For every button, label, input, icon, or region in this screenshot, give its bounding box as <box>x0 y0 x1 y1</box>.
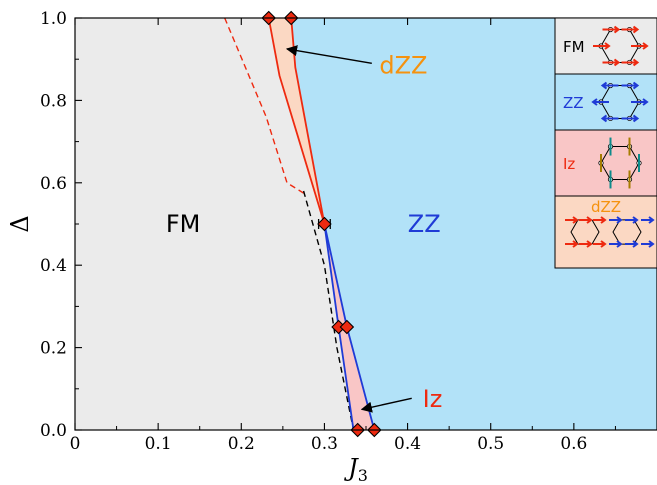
transition-point-4 <box>339 319 355 335</box>
spin-arrow-icon <box>602 25 621 34</box>
spin-arrow-icon <box>621 114 640 123</box>
annotation-arrow-dzz <box>285 45 372 65</box>
legend-entry-fm: FM <box>554 17 657 75</box>
phase-legend: FM ZZ Iz dZZ <box>554 17 657 269</box>
legend-entry-zz: ZZ <box>554 73 657 131</box>
region-label-zz: ZZ <box>408 210 441 238</box>
y-axis-title: Δ <box>6 215 34 232</box>
spin-arrow-icon <box>565 240 579 248</box>
x-axis-title-main: J <box>343 454 359 482</box>
region-dzz <box>268 18 325 224</box>
boundary-red-left <box>267 18 326 225</box>
axis-ticks: 0 0.1 0.2 0.3 0.4 0.5 0.6 0.0 0.2 0.4 0.6 0.8 1.0 <box>40 9 616 454</box>
x-tick-label: 0.3 <box>311 434 338 454</box>
spin-arrow-icon <box>621 58 640 67</box>
spin-arrow-icon <box>600 81 619 90</box>
spin-arrow-icon <box>579 240 593 248</box>
y-tick-label: 0.8 <box>40 91 67 111</box>
y-tick-label: 0.0 <box>40 421 67 441</box>
y-tick-label: 0.2 <box>40 339 67 359</box>
legend-label: ZZ <box>563 94 584 112</box>
spin-arrow-icon <box>621 25 640 34</box>
legend-box <box>554 195 657 269</box>
x-axis-title: J3 <box>343 454 368 485</box>
region-fm <box>75 18 354 430</box>
x-tick-label: 0.4 <box>394 434 421 454</box>
y-tick-label: 0.4 <box>40 256 67 276</box>
transition-point-2 <box>317 216 332 232</box>
boundary-red-right <box>290 18 326 225</box>
legend-label: FM <box>563 38 585 56</box>
legend-entry-dzz: dZZ <box>554 195 657 269</box>
spin-arrow-icon <box>600 114 619 123</box>
x-tick-label: 0.2 <box>228 434 255 454</box>
spin-arrow-icon <box>602 58 621 67</box>
spin-arrow-icon <box>609 240 623 248</box>
y-tick-label: 1.0 <box>40 9 67 29</box>
spin-arrow-icon <box>579 216 593 224</box>
region-label-fm: FM <box>166 210 201 238</box>
spin-arrow-icon <box>631 98 649 106</box>
legend-label: dZZ <box>591 198 621 216</box>
spin-arrow-icon <box>641 216 655 224</box>
legend-entry-iz: Iz <box>554 129 657 197</box>
phase-boundaries <box>224 18 376 430</box>
spin-arrow-icon <box>625 240 639 248</box>
spin-arrow-icon <box>591 98 609 106</box>
boundary-red-dashed <box>224 18 304 194</box>
legend-label: Iz <box>563 155 575 173</box>
spin-arrow-icon <box>593 216 607 224</box>
spin-arrow-icon <box>625 216 639 224</box>
annotation-iz: Iz <box>423 385 443 413</box>
y-tick-label: 0.6 <box>40 174 67 194</box>
spin-arrow-icon <box>621 81 640 90</box>
region-iz <box>324 224 375 430</box>
spin-arrow-icon <box>609 216 623 224</box>
x-tick-label: 0.5 <box>477 434 504 454</box>
spin-arrow-icon <box>593 42 611 50</box>
annotation-dzz: dZZ <box>379 51 427 79</box>
spin-arrow-icon <box>641 240 655 248</box>
annotation-arrow-iz <box>360 397 412 413</box>
x-tick-label: 0.6 <box>560 434 587 454</box>
x-tick-label: 0.1 <box>145 434 172 454</box>
spin-arrow-icon <box>593 240 607 248</box>
x-axis-title-subscript: 3 <box>358 466 368 485</box>
spin-arrow-icon <box>631 42 649 50</box>
spin-arrow-icon <box>565 216 579 224</box>
x-tick-label: 0 <box>70 434 81 454</box>
boundary-black-dashed <box>302 190 355 430</box>
